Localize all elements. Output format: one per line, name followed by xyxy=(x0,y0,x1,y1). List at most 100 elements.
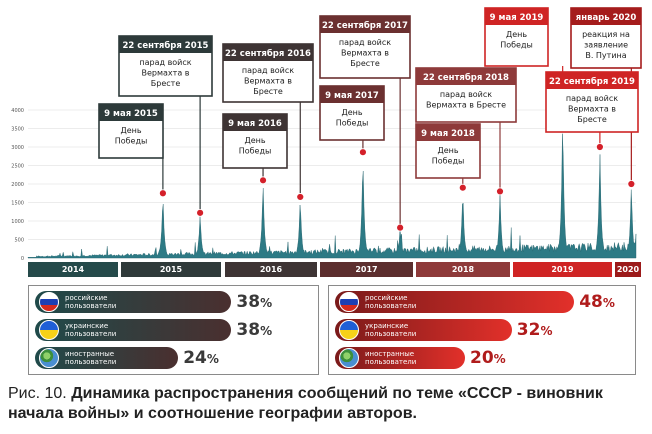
peak-marker xyxy=(196,208,205,217)
annotation-date: 9 мая 2019 xyxy=(490,13,544,23)
share-bar: украинские пользователи xyxy=(35,319,232,341)
annotation-text: Вермахта в xyxy=(244,77,292,86)
annotation-text: Вермахта в xyxy=(341,49,389,58)
annotation-box: 22 сентября 2016 парад войск Вермахта вБре… xyxy=(222,43,314,103)
annotation-box: 9 мая 2019 День Победы xyxy=(484,7,549,67)
annotation-text: заявление xyxy=(584,41,628,50)
annotation-labels: 9 мая 2015 День Победы 22 сентября 2015 пара… xyxy=(98,7,642,179)
annotation-box: 9 мая 2018 День Победы xyxy=(415,123,481,179)
y-tick-label: 500 xyxy=(14,238,24,244)
annotation-text: День xyxy=(244,136,265,145)
share-row-ua: украинские пользователи 32% xyxy=(335,318,553,342)
peak-marker xyxy=(595,143,604,151)
share-percent: 38% xyxy=(236,320,273,340)
share-label: иностранные пользователи xyxy=(65,350,117,366)
annotation-text: парад войск xyxy=(139,58,191,67)
share-row-ua: украинские пользователи 38% xyxy=(35,318,272,342)
annotation-text: Вермахта в xyxy=(142,69,190,78)
share-row-ru: российские пользователи 38% xyxy=(35,290,272,314)
annotation-date: 22 сентября 2017 xyxy=(322,20,408,31)
annotation-date: январь 2020 xyxy=(576,13,637,23)
share-percent: 20% xyxy=(470,348,506,368)
peak-marker xyxy=(627,180,636,188)
annotation-box: 9 мая 2015 День Победы xyxy=(98,103,164,159)
year-label-2014: 2014 xyxy=(28,262,118,277)
annotation-date: 22 сентября 2018 xyxy=(423,72,509,83)
year-label-2020: 2020 xyxy=(615,262,641,277)
y-tick-label: 4000 xyxy=(11,108,24,114)
annotation-text: Победы xyxy=(115,137,148,146)
share-label: украинские пользователи xyxy=(65,322,117,338)
share-percent: 38% xyxy=(236,292,273,312)
y-tick-label: 1500 xyxy=(11,201,24,207)
year-label-2017: 2017 xyxy=(320,262,413,277)
annotation-text: Бресте xyxy=(350,59,380,68)
annotation-date: 22 сентября 2015 xyxy=(123,40,209,51)
share-bar: иностранные пользователи xyxy=(335,347,465,369)
ukraine-flag-icon xyxy=(339,320,359,340)
annotation-text: День xyxy=(120,126,141,135)
annotation-text: парад войск xyxy=(566,94,618,103)
year-label-2016: 2016 xyxy=(225,262,317,277)
caption-prefix: Рис. 10. xyxy=(8,385,67,402)
peak-marker xyxy=(396,223,405,232)
annotation-text: парад войск xyxy=(339,38,391,47)
annotation-text: День xyxy=(437,146,458,155)
globe-icon xyxy=(339,348,359,368)
share-percent: 48% xyxy=(579,292,615,312)
russia-flag-icon xyxy=(339,292,359,312)
annotation-text: Победы xyxy=(239,147,272,156)
annotation-text: Победы xyxy=(432,157,465,166)
annotation-date: 9 мая 2016 xyxy=(228,119,282,129)
year-label-2015: 2015 xyxy=(121,262,221,277)
annotation-text: Вермахта в Бресте xyxy=(426,101,506,110)
share-bar: иностранные пользователи xyxy=(35,347,179,369)
annotation-date: 9 мая 2018 xyxy=(421,129,475,139)
annotation-text: Победы xyxy=(336,119,369,128)
share-percent: 32% xyxy=(516,320,553,340)
y-tick-label: 1000 xyxy=(11,219,24,225)
share-row-ru: российские пользователи 48% xyxy=(335,290,615,314)
annotation-box: 9 мая 2017 День Победы xyxy=(319,85,385,141)
annotation-text: Победы xyxy=(500,41,533,50)
annotation-text: Вермахта в xyxy=(568,105,616,114)
annotation-text: Бресте xyxy=(577,115,607,124)
share-row-gl: иностранные пользователи 20% xyxy=(335,346,506,370)
share-bar: российские пользователи xyxy=(335,291,575,313)
annotation-box: 22 сентября 2015 парад войск Вермахта вБре… xyxy=(118,35,213,97)
annotation-box: 22 сентября 2018 парад войск Вермахта в Бр… xyxy=(415,67,517,123)
annotation-date: 9 мая 2015 xyxy=(104,109,158,119)
share-row-gl: иностранные пользователи 24% xyxy=(35,346,219,370)
share-percent: 24% xyxy=(183,348,219,368)
y-tick-label: 3500 xyxy=(11,127,24,133)
share-bar: украинские пользователи xyxy=(335,319,512,341)
russia-flag-icon xyxy=(39,292,59,312)
annotation-box: 9 мая 2016 День Победы xyxy=(222,113,288,169)
dynamics-chart: 0 500 1000 1500 2000 2500 3000 3500 4000 9 мая 2… xyxy=(11,7,642,262)
annotation-text: реакция на xyxy=(582,30,630,39)
shares-panel-2014-2017: российские пользователи 38% украинские пол… xyxy=(28,285,319,375)
globe-icon xyxy=(39,348,59,368)
y-tick-label: 2000 xyxy=(11,182,24,188)
y-tick-label: 2500 xyxy=(11,164,24,170)
annotation-date: 22 сентября 2019 xyxy=(549,76,635,87)
peak-marker xyxy=(259,176,267,185)
ukraine-flag-icon xyxy=(39,320,59,340)
share-label: российские пользователи xyxy=(65,294,117,310)
share-label: российские пользователи xyxy=(365,294,417,310)
annotation-text: День xyxy=(506,30,527,39)
annotation-box: 22 сентября 2019 парад войск Вермахта вБре… xyxy=(545,71,639,133)
peak-marker xyxy=(496,187,504,196)
annotation-box: 22 сентября 2017 парад войск Вермахта вБре… xyxy=(319,15,411,79)
y-axis: 0 500 1000 1500 2000 2500 3000 3500 4000 xyxy=(11,108,24,262)
annotation-text: парад войск xyxy=(440,90,492,99)
y-tick-label: 0 xyxy=(21,256,24,262)
annotation-text: Бресте xyxy=(253,87,283,96)
year-label-2018: 2018 xyxy=(416,262,510,277)
annotation-text: парад войск xyxy=(242,66,294,75)
annotation-date: 22 сентября 2016 xyxy=(225,48,311,59)
share-bar: российские пользователи xyxy=(35,291,232,313)
figure-caption: Рис. 10. Динамика распространения сообще… xyxy=(8,384,648,424)
share-label: иностранные пользователи xyxy=(365,350,417,366)
